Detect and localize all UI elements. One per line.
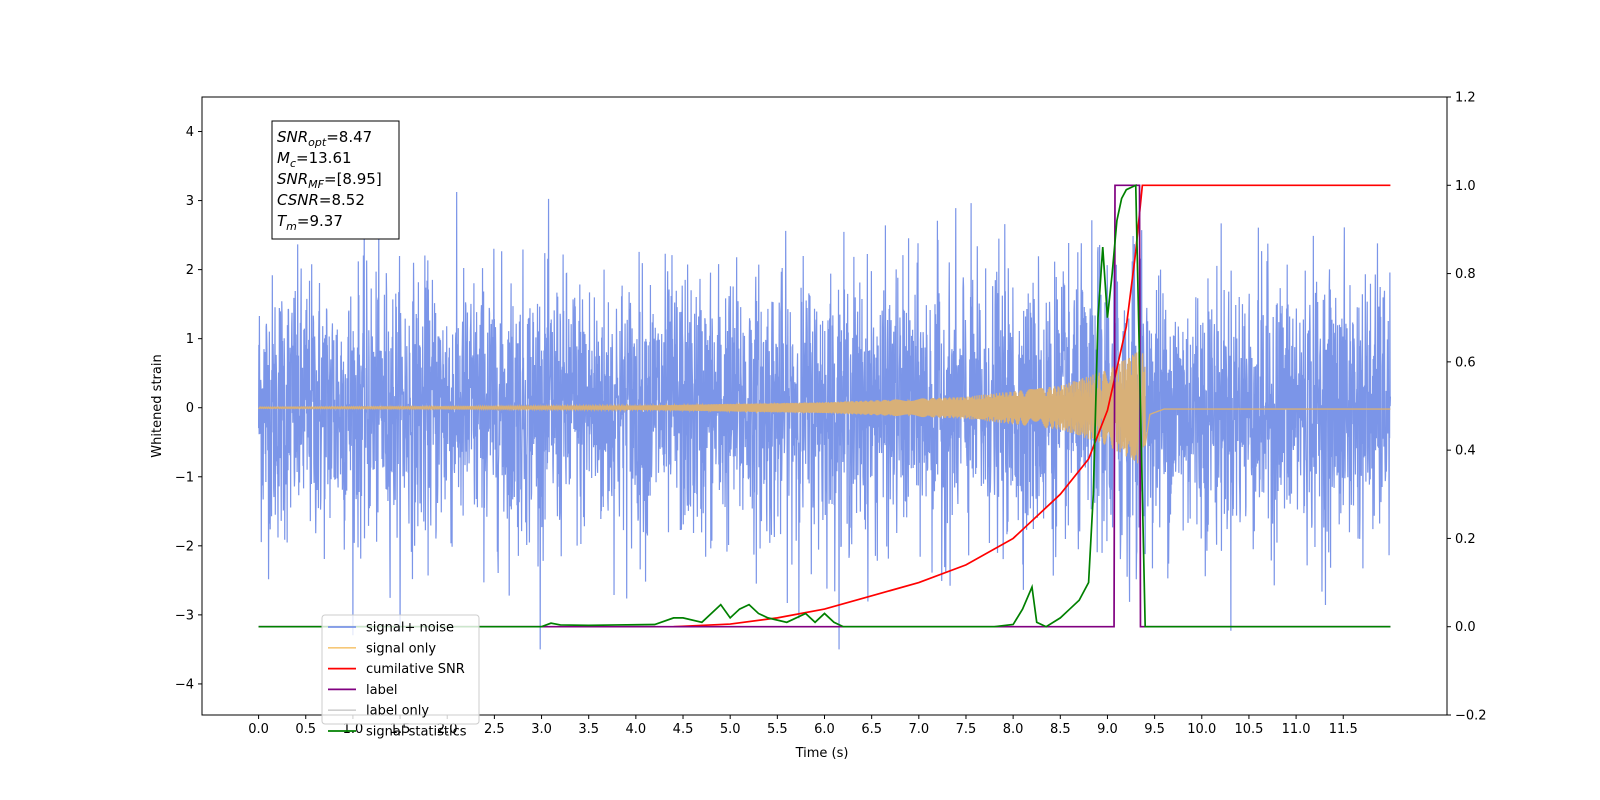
x-tick-label: 8.5 [1050,722,1071,737]
y-tick-label: −2 [175,539,194,554]
x-tick-label: 11.0 [1282,722,1311,737]
y-tick-label: −4 [175,677,194,692]
legend-label: signal+ noise [366,621,454,636]
legend-label: label [366,683,397,698]
y2-tick-label: 0.0 [1455,620,1476,635]
info-box-frame [271,120,400,240]
y-tick-label: 4 [186,125,194,140]
legend-frame [321,614,480,725]
x-tick-label: 10.0 [1187,722,1216,737]
y2-tick-label: 0.6 [1455,355,1476,370]
info-line: SNRopt=8.47 [277,128,372,149]
y-tick-label: 1 [186,332,194,347]
x-tick-label: 0.5 [295,722,316,737]
series-signal-only [258,351,1391,464]
info-line: CSNR=8.52 [277,191,365,209]
x-tick-label: 11.5 [1329,722,1358,737]
legend-label: signal only [366,641,436,656]
legend-label: cumilative SNR [366,662,465,677]
x-axis: 0.0 0.5 1.0 1.5 2.0 2.5 3.0 3.5 4.0 4.5 5.0 5.5 6.0 6… [248,715,1358,737]
x-tick-label: 4.0 [626,722,647,737]
x-axis-label: Time (s) [795,746,849,761]
x-tick-label: 7.5 [956,722,977,737]
x-tick-label: 8.0 [1003,722,1024,737]
x-tick-label: 3.5 [578,722,599,737]
y-tick-label: −1 [175,470,194,485]
y-axis-left: 4 3 2 1 0 −1 −2 −3 −4 [175,125,202,692]
series-cumulative-snr [673,184,1391,628]
y-tick-label: −3 [175,608,194,623]
y2-tick-label: 0.2 [1455,532,1476,547]
legend-label: label only [366,704,429,719]
y-axis-right: 1.2 1.0 0.8 0.6 0.4 0.2 0.0 −0.2 [1447,91,1487,724]
y-tick-label: 0 [186,401,194,416]
y2-tick-label: 1.0 [1455,179,1476,194]
y-tick-label: 3 [186,194,194,209]
x-tick-label: 9.0 [1097,722,1118,737]
y2-tick-label: 0.8 [1455,267,1476,282]
x-tick-label: 1.5 [390,722,411,737]
series-signal-noise [257,192,1392,650]
series-signal-statistics [258,183,1391,628]
x-tick-label: 6.0 [814,722,835,737]
legend: signal+ noise signal only cumilative SNR la… [321,614,480,740]
x-tick-label: 9.5 [1144,722,1165,737]
y-axis-label: Whitened strain [150,354,165,457]
y-tick-label: 2 [186,263,194,278]
x-tick-label: 5.0 [720,722,741,737]
x-tick-label: 2.0 [437,722,458,737]
legend-label: signal statistics [366,725,467,740]
x-tick-label: 4.5 [673,722,694,737]
x-tick-label: 6.5 [861,722,882,737]
y2-tick-label: 0.4 [1455,444,1476,459]
x-tick-label: 2.5 [484,722,505,737]
x-tick-label: 7.0 [908,722,929,737]
x-tick-label: 10.5 [1234,722,1263,737]
info-line: Tm=9.37 [277,212,343,233]
y2-tick-label: 1.2 [1455,91,1476,106]
y2-tick-label: −0.2 [1455,709,1487,724]
x-tick-label: 5.5 [767,722,788,737]
x-tick-label: 1.0 [343,722,364,737]
x-tick-label: 3.0 [531,722,552,737]
x-tick-label: 0.0 [248,722,269,737]
info-box: SNRopt=8.47Mc=13.61SNRMF=[8.95]CSNR=8.52… [271,120,400,240]
info-line: Mc=13.61 [277,149,352,170]
info-line: SNRMF=[8.95] [277,170,382,191]
